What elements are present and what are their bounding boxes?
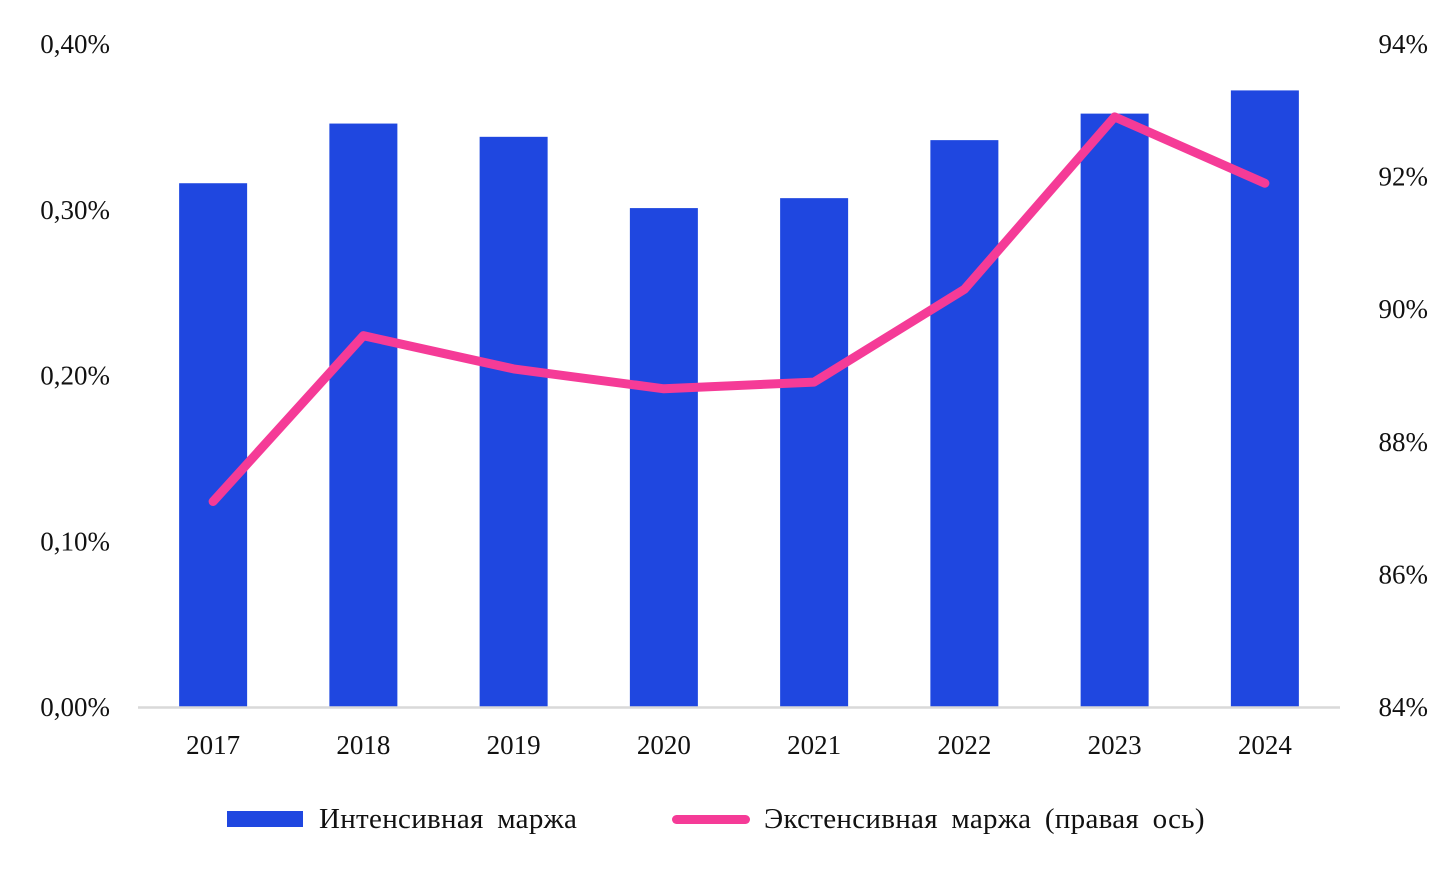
legend-label: Экстенсивная маржа (правая ось) (764, 802, 1205, 835)
x-tick-label: 2023 (1088, 730, 1142, 760)
left-y-axis-ticks: 0,00% 0,10% 0,20% 0,30% 0,40% (40, 29, 110, 722)
right-tick-label: 92% (1379, 162, 1429, 192)
legend: Интенсивная маржа Экстенсивная маржа (пр… (0, 796, 1453, 842)
x-axis-ticks: 2017 2018 2019 2020 2021 2022 2023 2024 (186, 730, 1292, 760)
legend-item-extensive-margin: Экстенсивная маржа (правая ось) (672, 796, 1205, 842)
right-y-axis-ticks: 84% 86% 88% 90% 92% 94% (1379, 29, 1429, 722)
bar-2019 (479, 136, 548, 707)
right-tick-label: 90% (1379, 294, 1429, 324)
x-tick-label: 2022 (937, 730, 991, 760)
bar-2018 (329, 123, 398, 707)
bar-2017 (179, 183, 248, 708)
left-tick-label: 0,20% (40, 361, 110, 391)
bar-2024 (1230, 90, 1299, 707)
right-tick-label: 88% (1379, 427, 1429, 457)
x-tick-label: 2021 (787, 730, 841, 760)
right-tick-label: 86% (1379, 559, 1429, 589)
left-tick-label: 0,00% (40, 692, 110, 722)
bar-2022 (930, 140, 999, 707)
x-tick-label: 2024 (1238, 730, 1293, 760)
legend-label: Интенсивная маржа (319, 802, 578, 835)
legend-line-swatch-icon (672, 814, 750, 824)
bar-2020 (629, 208, 698, 707)
x-tick-label: 2020 (637, 730, 691, 760)
legend-item-intensive-margin: Интенсивная маржа (227, 796, 577, 842)
line-series-extensive-margin (208, 112, 1270, 506)
x-tick-label: 2017 (186, 730, 240, 760)
bar-2023 (1080, 113, 1149, 708)
x-tick-label: 2018 (336, 730, 390, 760)
legend-bar-swatch-icon (227, 811, 303, 827)
right-tick-label: 84% (1379, 692, 1429, 722)
bar-2021 (780, 198, 849, 707)
left-tick-label: 0,40% (40, 29, 110, 59)
bar-series-intensive-margin (179, 90, 1299, 708)
x-tick-label: 2019 (487, 730, 541, 760)
right-tick-label: 94% (1379, 29, 1429, 59)
left-tick-label: 0,10% (40, 526, 110, 556)
left-tick-label: 0,30% (40, 195, 110, 225)
